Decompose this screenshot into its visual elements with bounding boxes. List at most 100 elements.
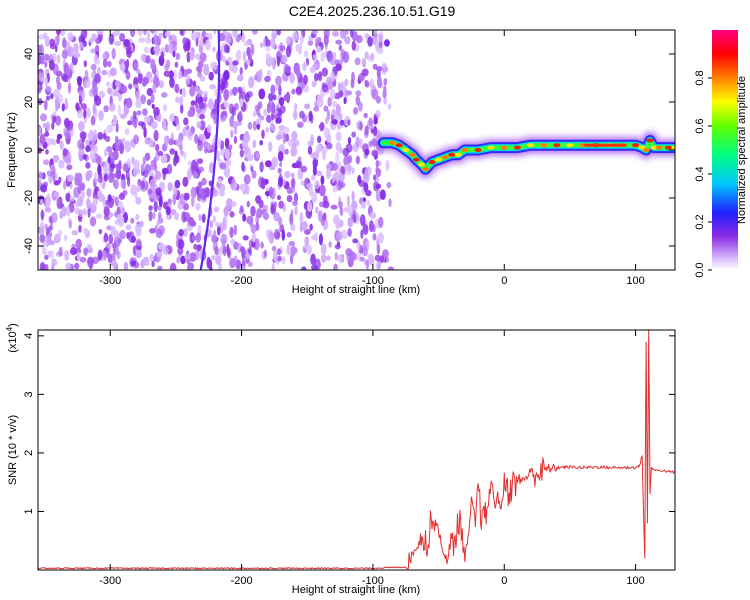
noise-blob: [76, 110, 84, 119]
noise-blob: [232, 86, 238, 96]
noise-blob: [212, 115, 217, 121]
noise-blob: [98, 90, 106, 99]
noise-blob: [388, 198, 392, 208]
noise-blob: [361, 57, 366, 67]
noise-blob: [257, 112, 261, 118]
noise-blob: [175, 96, 180, 103]
noise-blob: [311, 174, 316, 181]
noise-blob: [168, 138, 174, 146]
noise-blob: [344, 36, 351, 45]
noise-blob: [150, 93, 155, 104]
noise-blob: [106, 60, 112, 68]
noise-blob: [268, 186, 274, 197]
noise-blob: [90, 71, 96, 80]
noise-blob: [363, 182, 369, 193]
noise-blob: [138, 37, 145, 43]
noise-blob: [231, 178, 235, 189]
noise-blob: [366, 259, 369, 270]
noise-blob: [43, 99, 48, 111]
noise-blob: [105, 199, 109, 206]
noise-blob: [154, 170, 162, 180]
noise-blob: [103, 233, 109, 243]
noise-blob: [383, 78, 388, 86]
noise-blob: [66, 164, 73, 171]
noise-blob: [270, 57, 275, 66]
noise-blob: [334, 92, 341, 100]
noise-blob: [69, 195, 76, 202]
noise-blob: [376, 243, 381, 255]
noise-blob: [44, 131, 50, 137]
noise-blob: [173, 69, 177, 81]
noise-blob: [307, 145, 313, 155]
noise-blob: [91, 139, 95, 150]
noise-blob: [238, 110, 243, 121]
noise-blob: [239, 98, 244, 108]
noise-blob: [208, 71, 214, 81]
noise-blob: [244, 92, 250, 103]
noise-blob: [356, 35, 363, 44]
noise-blob: [259, 161, 264, 173]
noise-blob: [44, 254, 49, 260]
noise-blob: [322, 214, 327, 221]
noise-blob: [115, 168, 122, 180]
noise-blob: [259, 42, 264, 48]
noise-blob: [361, 68, 369, 77]
y-tick-label: 0: [23, 147, 35, 153]
noise-blob: [262, 38, 267, 48]
noise-blob: [265, 39, 271, 47]
noise-blob: [239, 67, 243, 76]
noise-blob: [45, 149, 49, 155]
noise-blob: [191, 195, 195, 208]
noise-blob: [277, 195, 281, 201]
noise-blob: [218, 183, 226, 193]
noise-blob: [164, 136, 169, 149]
noise-blob: [112, 90, 120, 97]
noise-blob: [327, 97, 332, 107]
noise-blob: [56, 198, 61, 204]
noise-blob: [66, 205, 71, 217]
noise-blob: [197, 72, 203, 78]
noise-blob: [295, 86, 303, 95]
noise-blob: [306, 182, 313, 190]
noise-blob: [307, 201, 313, 212]
ridge-peak: [454, 152, 462, 157]
x-tick-label: -100: [362, 275, 384, 287]
noise-blob: [313, 106, 320, 112]
noise-blob: [83, 108, 87, 119]
noise-blob: [351, 40, 356, 51]
noise-blob: [224, 159, 232, 167]
noise-blob: [151, 103, 155, 109]
noise-blob: [232, 30, 238, 38]
noise-blob: [124, 128, 130, 136]
noise-blob: [281, 256, 286, 265]
noise-blob: [364, 148, 370, 156]
noise-blob: [47, 250, 52, 258]
noise-blob: [322, 200, 330, 209]
noise-blob: [114, 219, 121, 225]
noise-blob: [107, 194, 112, 202]
noise-blob: [134, 62, 139, 69]
noise-blob: [360, 201, 366, 209]
noise-blob: [255, 151, 260, 159]
noise-blob: [367, 253, 373, 262]
noise-blob: [133, 84, 140, 90]
noise-blob: [197, 61, 204, 68]
noise-blob: [187, 262, 195, 270]
noise-blob: [152, 34, 159, 45]
noise-blob: [132, 110, 137, 120]
snr-multiplier-close: ): [7, 323, 19, 327]
noise-blob: [167, 42, 174, 54]
noise-blob: [157, 265, 163, 270]
noise-blob: [150, 121, 158, 129]
noise-blob: [78, 209, 84, 218]
noise-blob: [353, 106, 359, 115]
noise-blob: [152, 83, 157, 94]
noise-blob: [149, 164, 156, 171]
noise-blob: [248, 76, 255, 89]
noise-blob: [97, 249, 103, 261]
noise-blob: [38, 227, 45, 235]
noise-blob: [197, 66, 203, 73]
noise-blob: [96, 30, 104, 35]
ridge-peak: [435, 157, 443, 162]
noise-blob: [143, 46, 150, 54]
